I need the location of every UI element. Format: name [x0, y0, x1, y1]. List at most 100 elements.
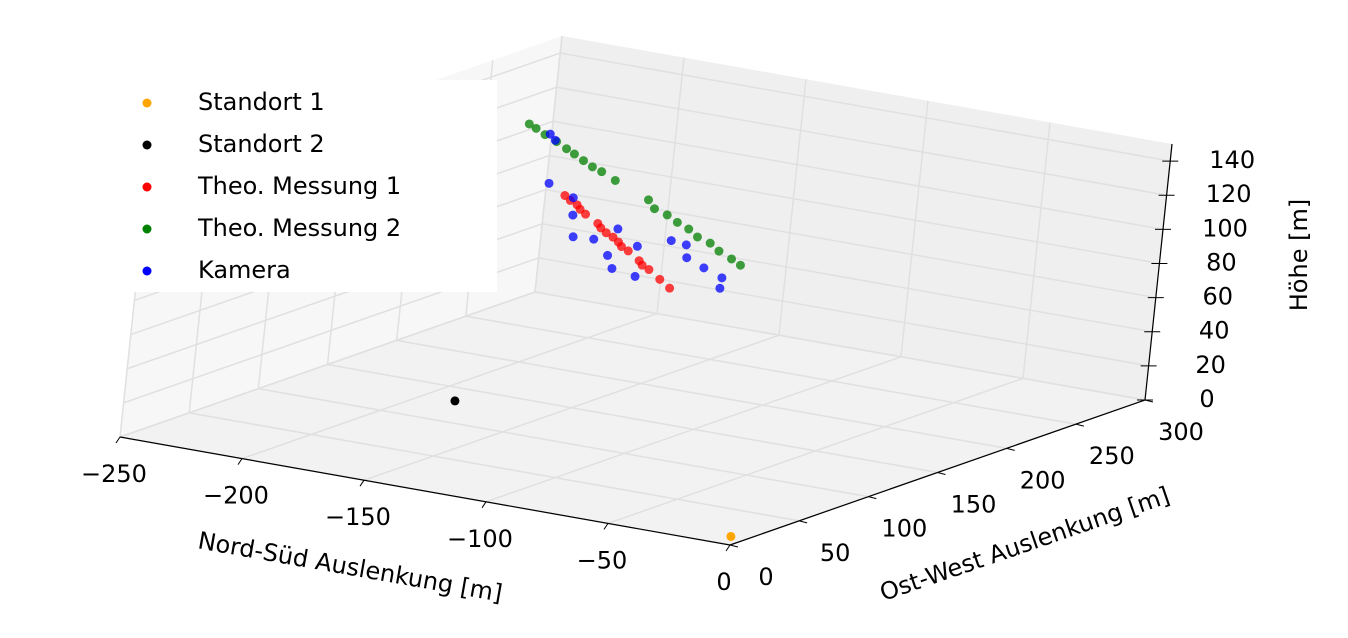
point: [717, 273, 727, 283]
point: [568, 232, 578, 242]
legend-label: Standort 2: [198, 130, 325, 158]
y-tick: [1075, 423, 1084, 427]
legend-marker: [142, 98, 152, 108]
legend-marker: [142, 182, 152, 192]
x-tick-label: −250: [81, 460, 147, 488]
point: [578, 156, 588, 166]
z-tick-label: 60: [1203, 283, 1234, 311]
y-tick: [1006, 447, 1015, 451]
x-tick: [237, 458, 243, 465]
point: [610, 175, 620, 185]
point: [597, 167, 607, 177]
z-axis-line: [1144, 143, 1173, 401]
point: [726, 531, 736, 541]
x-tick-label: −100: [447, 525, 513, 553]
z-tick-label: 40: [1199, 317, 1230, 345]
point: [662, 210, 672, 220]
y-tick-label: 100: [881, 515, 927, 543]
point: [644, 265, 654, 275]
z-tick-label: 140: [1209, 146, 1255, 174]
point: [623, 246, 633, 256]
y-axis-title: Ost-West Auslenkung [m]: [876, 481, 1173, 607]
y-tick-label: 200: [1020, 466, 1066, 494]
legend-label: Theo. Messung 2: [197, 214, 401, 242]
point: [630, 271, 640, 281]
z-tick-label: 100: [1202, 214, 1248, 242]
z-tick-label: 20: [1195, 351, 1226, 379]
point: [568, 193, 578, 203]
point: [568, 210, 578, 220]
point: [637, 260, 647, 270]
legend-label: Theo. Messung 1: [197, 172, 401, 200]
point: [616, 242, 626, 252]
point: [699, 263, 709, 273]
y-tick-label: 250: [1089, 442, 1135, 470]
point: [649, 204, 659, 214]
point: [643, 195, 653, 205]
point: [665, 283, 675, 293]
point: [632, 241, 642, 251]
point: [613, 224, 623, 234]
z-tick-label: 80: [1206, 248, 1237, 276]
point: [581, 209, 591, 219]
x-tick: [603, 523, 609, 530]
grid-line: [123, 257, 1149, 404]
z-tick-label: 120: [1206, 180, 1252, 208]
point: [562, 144, 572, 154]
y-tick-label: 50: [820, 539, 851, 567]
pane-back: [535, 36, 1172, 400]
point: [714, 246, 724, 256]
grid-line: [126, 222, 1153, 370]
x-tick-label: −200: [203, 482, 269, 510]
point: [607, 263, 617, 273]
y-tick-label: 150: [951, 491, 997, 519]
x-axis-line: [119, 436, 731, 546]
point: [655, 274, 665, 284]
y-tick: [937, 472, 946, 475]
grid-line: [119, 291, 1146, 438]
x-tick-label: −150: [325, 503, 391, 531]
y-tick-label: 300: [1158, 418, 1204, 446]
legend-marker: [142, 224, 152, 234]
z-axis-title: Höhe [m]: [1285, 199, 1313, 311]
x-tick: [115, 436, 121, 444]
point: [601, 228, 611, 238]
point: [569, 149, 579, 159]
x-tick: [359, 479, 365, 487]
legend-label: Kamera: [198, 256, 291, 284]
point: [550, 135, 560, 145]
point: [727, 254, 737, 264]
x-tick-label: −50: [577, 546, 628, 574]
x-tick-label: 0: [716, 568, 731, 596]
legend-label: Standort 1: [198, 88, 325, 116]
legend-marker: [142, 140, 152, 150]
legend-marker: [142, 266, 152, 276]
point: [715, 283, 725, 293]
point: [666, 236, 676, 246]
point: [672, 217, 682, 227]
legend: Standort 1 Standort 2 Theo. Messung 1 Theo.…: [122, 80, 497, 292]
y-tick-label: 0: [758, 563, 773, 591]
y-tick: [799, 520, 808, 524]
x-tick: [725, 544, 731, 552]
point: [705, 238, 715, 248]
y-tick: [868, 496, 877, 500]
point: [681, 240, 691, 250]
point: [682, 253, 692, 263]
point: [524, 119, 534, 129]
point: [589, 234, 599, 244]
point: [450, 396, 460, 406]
point: [531, 123, 541, 133]
point: [544, 178, 554, 188]
point: [587, 162, 597, 172]
point: [735, 260, 745, 270]
point: [684, 224, 694, 234]
y-tick: [729, 544, 739, 548]
x-tick: [481, 501, 487, 509]
point: [545, 129, 555, 139]
point: [603, 250, 613, 260]
legend-box: [122, 80, 497, 292]
z-tick-label: 0: [1199, 385, 1214, 413]
point: [692, 232, 702, 242]
